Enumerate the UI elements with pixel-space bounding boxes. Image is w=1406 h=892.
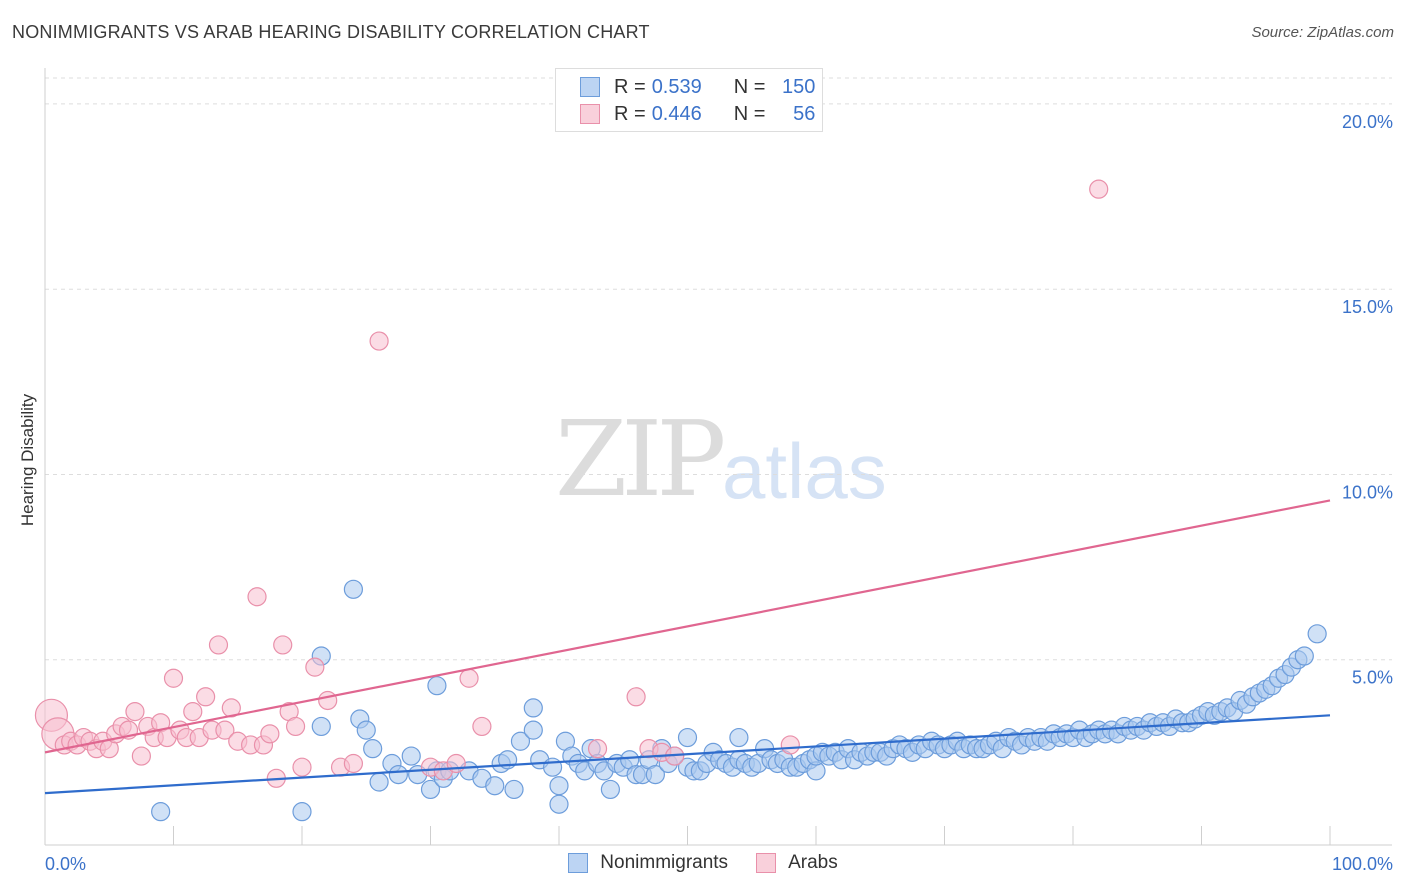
arabs-point bbox=[260, 724, 280, 744]
r-label: R = bbox=[614, 75, 646, 98]
nonimmigrants-point bbox=[311, 716, 331, 737]
arabs-point bbox=[292, 757, 312, 777]
watermark-atlas: atlas bbox=[722, 427, 887, 515]
arabs-point bbox=[247, 587, 267, 607]
series-legend: Nonimmigrants Arabs bbox=[0, 852, 1406, 874]
nonimmigrants-point bbox=[1294, 646, 1314, 666]
arabs-point bbox=[215, 720, 235, 740]
nonimmigrants-point bbox=[485, 776, 505, 796]
legend-swatch-pink bbox=[756, 853, 777, 873]
arabs-point bbox=[587, 739, 608, 759]
nonimmigrants-point bbox=[523, 720, 543, 740]
arabs-point bbox=[273, 635, 293, 655]
nonimmigrants-point bbox=[388, 764, 408, 785]
nonimmigrants-point bbox=[523, 698, 543, 718]
nonimmigrants-point bbox=[1307, 624, 1327, 644]
n-value: 56 bbox=[793, 102, 816, 125]
nonimmigrants-point bbox=[369, 772, 389, 792]
arabs-point bbox=[163, 668, 184, 688]
n-value: 150 bbox=[782, 75, 816, 98]
r-label: R = bbox=[614, 102, 646, 125]
nonimmigrants-point bbox=[427, 676, 447, 696]
watermark-zip: ZIP bbox=[555, 398, 726, 520]
legend-swatch-pink bbox=[580, 104, 600, 124]
nonimmigrants-point bbox=[729, 727, 749, 748]
nonimmigrants-trendline bbox=[44, 714, 1331, 795]
nonimmigrants-point bbox=[510, 731, 531, 751]
nonimmigrants-point bbox=[292, 802, 312, 822]
nonimmigrants-point bbox=[549, 794, 569, 814]
arabs-point bbox=[131, 746, 151, 766]
arabs-point bbox=[780, 735, 800, 755]
nonimmigrants-point bbox=[363, 739, 383, 759]
x-tick-label-max: 100.0% bbox=[1332, 854, 1393, 874]
legend-label: Arabs bbox=[788, 852, 838, 873]
source-note: Source: ZipAtlas.com bbox=[1251, 24, 1394, 41]
arabs-point bbox=[196, 687, 216, 707]
y-tick-label: 10.0% bbox=[1342, 482, 1393, 502]
arabs-point bbox=[318, 690, 338, 711]
nonimmigrants-point bbox=[343, 579, 363, 599]
arabs-point bbox=[369, 331, 389, 351]
y-tick-label: 5.0% bbox=[1352, 668, 1393, 688]
nonimmigrants-point bbox=[542, 757, 563, 777]
legend-item-arabs: Arabs bbox=[756, 852, 838, 874]
x-tick-label-min: 0.0% bbox=[45, 854, 86, 874]
y-axis-label: Hearing Disability bbox=[18, 393, 37, 527]
arabs-points bbox=[34, 179, 1109, 788]
arabs-point bbox=[472, 716, 492, 737]
arabs-point bbox=[208, 635, 229, 655]
arabs-point bbox=[305, 657, 325, 677]
r-value: 0.539 bbox=[651, 75, 702, 98]
arabs-trendline bbox=[44, 499, 1331, 754]
legend-item-nonimmigrants: Nonimmigrants bbox=[568, 852, 728, 874]
nonimmigrants-point bbox=[420, 779, 441, 800]
arabs-point bbox=[459, 668, 479, 688]
arabs-point bbox=[285, 716, 306, 737]
legend-swatch-blue bbox=[568, 853, 589, 873]
arabs-point bbox=[125, 702, 145, 722]
correlation-legend: R = 0.539 N = 150 R = 0.446 N = 56 bbox=[555, 68, 823, 132]
nonimmigrants-point bbox=[600, 779, 621, 800]
legend-swatch-blue bbox=[580, 77, 600, 97]
trendlines bbox=[44, 499, 1331, 795]
nonimmigrants-point bbox=[356, 720, 376, 740]
legend-row-nonimmigrants: R = 0.539 N = 150 bbox=[580, 75, 815, 99]
n-label: N = bbox=[733, 75, 766, 98]
y-tick-label: 15.0% bbox=[1342, 297, 1393, 317]
nonimmigrants-point bbox=[504, 779, 524, 800]
arabs-point bbox=[1089, 179, 1109, 199]
legend-row-arabs: R = 0.446 N = 56 bbox=[580, 102, 815, 126]
chart-title: NONIMMIGRANTS VS ARAB HEARING DISABILITY… bbox=[12, 22, 650, 42]
arabs-point bbox=[183, 702, 203, 722]
nonimmigrants-point bbox=[401, 746, 421, 766]
arabs-point bbox=[446, 753, 466, 774]
nonimmigrants-point bbox=[677, 727, 698, 748]
nonimmigrants-point bbox=[549, 776, 569, 796]
legend-label: Nonimmigrants bbox=[600, 852, 729, 873]
n-label: N = bbox=[733, 102, 766, 125]
nonimmigrants-point bbox=[645, 764, 665, 785]
gridlines bbox=[45, 77, 1392, 661]
arabs-point bbox=[343, 753, 363, 774]
r-value: 0.446 bbox=[651, 102, 702, 125]
y-tick-label: 20.0% bbox=[1342, 112, 1393, 132]
tick-labels: 5.0% 10.0% 15.0% 20.0% 0.0% 100.0% bbox=[45, 112, 1393, 874]
arabs-point bbox=[626, 687, 646, 707]
nonimmigrants-point bbox=[151, 802, 171, 822]
